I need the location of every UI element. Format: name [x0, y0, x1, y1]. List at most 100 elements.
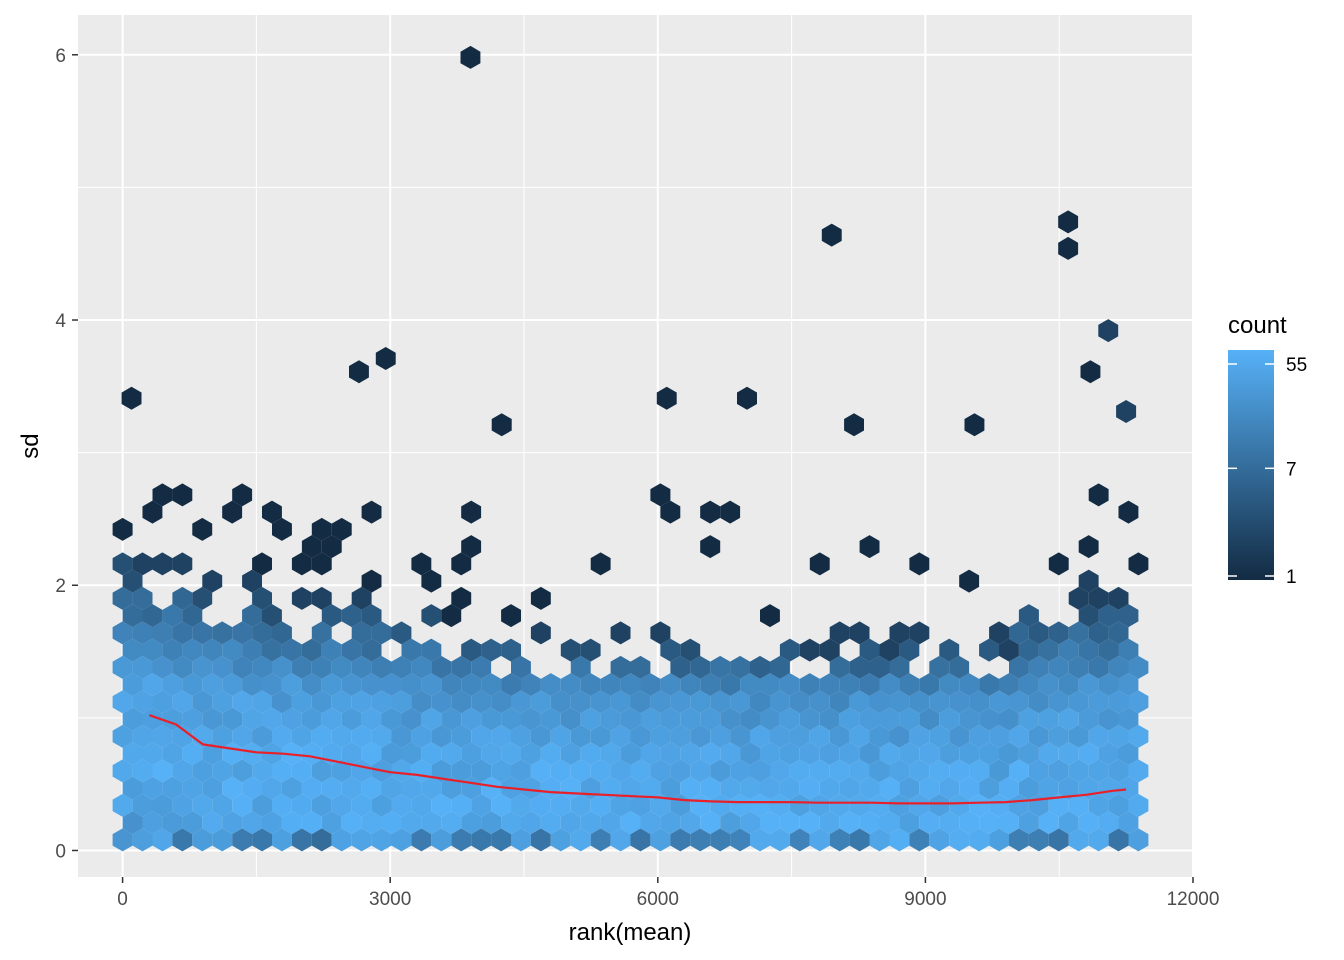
hex-cell — [1028, 759, 1049, 783]
hex-cell — [680, 673, 701, 697]
hex-cell — [760, 811, 780, 835]
hex-cell — [779, 673, 800, 697]
hex-cell — [471, 793, 492, 817]
hex-cell — [949, 655, 970, 679]
hex-cell — [590, 793, 611, 817]
hex-cell-outlier — [121, 386, 142, 410]
y-axis-title: sd — [17, 433, 44, 458]
hex-cell — [511, 690, 531, 714]
hex-cell — [1068, 759, 1089, 783]
hex-cell — [252, 759, 272, 783]
hex-cell — [929, 759, 950, 783]
hex-cell — [371, 724, 392, 748]
hex-cell — [371, 621, 392, 645]
hex-cell — [919, 673, 940, 697]
hex-cell — [112, 621, 133, 645]
hex-cell — [799, 673, 820, 697]
hex-cell — [700, 742, 721, 766]
hex-cell — [142, 638, 163, 662]
hex-cell — [142, 811, 163, 835]
hex-cell — [889, 690, 910, 714]
hex-cell — [859, 742, 880, 766]
hex-cell — [889, 793, 910, 817]
hex-cell — [1098, 673, 1119, 697]
hex-cell — [232, 759, 253, 783]
hex-cell — [1108, 828, 1129, 852]
hex-cell — [540, 742, 561, 766]
hex-cell-outlier — [656, 386, 677, 410]
hex-cell — [919, 811, 940, 835]
hex-cell — [530, 621, 551, 645]
hex-cell — [301, 638, 322, 662]
hex-cell — [799, 742, 820, 766]
hex-cell — [789, 793, 810, 817]
hex-cell — [540, 707, 561, 731]
hex-cell — [451, 655, 472, 679]
hex-cell — [590, 690, 611, 714]
hex-cell — [1028, 655, 1049, 679]
hex-cell-outlier — [737, 386, 757, 410]
hex-cell — [311, 621, 332, 645]
hex-cell — [1009, 759, 1029, 783]
hex-cell — [989, 690, 1009, 714]
hex-cell — [501, 604, 521, 628]
hex-cell — [461, 742, 482, 766]
hex-cell — [540, 673, 561, 697]
hex-cell — [680, 776, 701, 800]
hex-cell — [451, 759, 472, 783]
hex-cell — [750, 759, 770, 783]
hex-cell — [829, 621, 850, 645]
hex-cell — [142, 673, 163, 697]
x-tick-label: 3000 — [369, 889, 411, 910]
hex-cell — [650, 759, 671, 783]
hex-cell — [610, 793, 631, 817]
hex-cell — [341, 776, 362, 800]
hex-cell — [530, 586, 551, 610]
hex-cell — [112, 517, 133, 541]
hex-cell — [242, 811, 262, 835]
hex-cell — [281, 673, 302, 697]
hex-cell — [272, 793, 292, 817]
hex-cell — [730, 724, 750, 748]
hex-cell — [839, 707, 860, 731]
hex-cell-outlier — [844, 413, 864, 437]
hex-cell — [1088, 690, 1109, 714]
hex-cell — [491, 793, 511, 817]
hex-cell — [132, 621, 153, 645]
hex-cell — [311, 586, 332, 610]
hex-cell — [849, 828, 870, 852]
hex-cell — [560, 638, 581, 662]
hex-cell — [630, 690, 651, 714]
hex-cell — [162, 811, 183, 835]
hex-cell — [501, 638, 521, 662]
hex-cell — [809, 828, 830, 852]
hex-cell — [979, 742, 999, 766]
hex-cell — [939, 673, 960, 697]
hex-cell — [192, 586, 213, 610]
hex-cell — [710, 759, 731, 783]
hex-cell — [501, 742, 521, 766]
hex-cell — [740, 811, 760, 835]
hex-cell — [660, 707, 681, 731]
y-tick-label: 2 — [55, 576, 66, 597]
hex-cell — [481, 742, 502, 766]
hex-cell — [610, 724, 631, 748]
hex-cell — [819, 673, 840, 697]
hex-cell — [779, 742, 800, 766]
hex-cell — [1128, 759, 1149, 783]
hex-cell — [1098, 811, 1119, 835]
hex-cell — [272, 517, 292, 541]
hex-cell — [859, 707, 880, 731]
hex-cell — [431, 690, 452, 714]
hex-cell — [1108, 621, 1129, 645]
hex-cell — [461, 638, 482, 662]
hex-cell-outlier — [1058, 236, 1079, 260]
hex-cell — [152, 828, 173, 852]
hex-cell — [1118, 742, 1139, 766]
hex-cell — [331, 655, 352, 679]
hex-cell — [421, 742, 442, 766]
hex-cell — [570, 793, 591, 817]
hex-cell — [212, 621, 233, 645]
hex-cell — [1048, 655, 1069, 679]
hex-cell — [879, 776, 900, 800]
